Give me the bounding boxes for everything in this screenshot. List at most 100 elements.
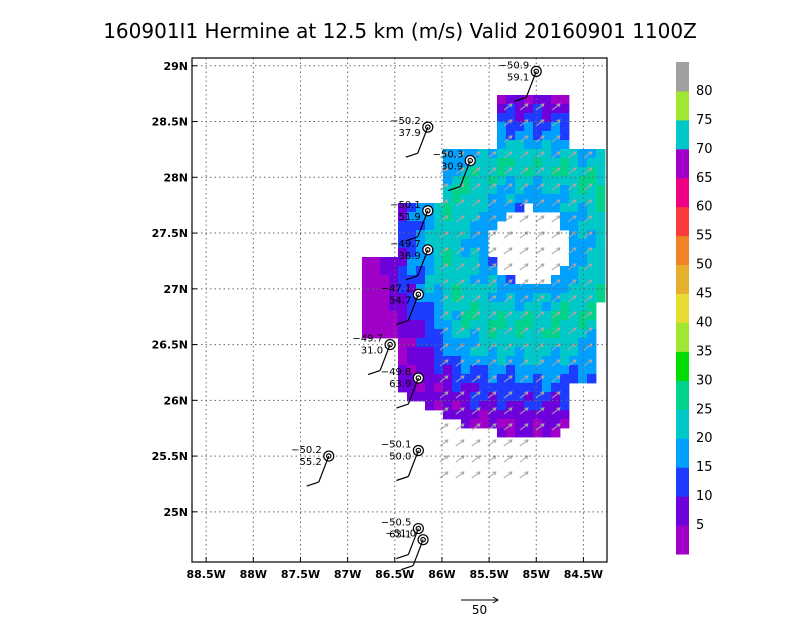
wind-vector: [567, 311, 577, 319]
wind-vector: [439, 151, 449, 159]
wind-vector-head: [476, 167, 481, 172]
field-cell: [506, 347, 516, 357]
field-cell: [515, 374, 525, 384]
field-cell: [578, 257, 588, 267]
field-cell: [488, 419, 498, 429]
field-cell: [542, 419, 552, 429]
wind-vector: [471, 455, 481, 463]
wind-vector: [455, 311, 465, 319]
wind-vector-head: [476, 263, 481, 268]
field-cell: [578, 266, 588, 276]
field-cell: [542, 194, 552, 204]
field-cell: [371, 257, 381, 267]
wind-vector-head: [556, 263, 561, 268]
field-cell: [569, 311, 579, 321]
wind-vector: [551, 231, 561, 239]
wind-vector: [535, 295, 545, 303]
field-cell: [416, 203, 426, 213]
field-cell: [452, 302, 462, 312]
wind-vector-head: [476, 199, 481, 204]
field-cell: [560, 284, 570, 294]
wind-vector: [503, 103, 513, 111]
dropsonde-speed: 31.0: [361, 346, 383, 357]
wind-vector-head: [460, 311, 465, 316]
wind-vector-head: [508, 359, 513, 364]
field-cell: [461, 374, 471, 384]
field-cell: [560, 392, 570, 402]
wind-vector-head: [492, 295, 497, 300]
field-cell: [407, 275, 417, 285]
wind-vector-head: [492, 263, 497, 268]
wind-vector: [519, 471, 529, 479]
wind-vector-head: [540, 343, 545, 348]
field-cell: [425, 239, 435, 249]
field-cell: [443, 365, 453, 375]
wind-vector-head: [476, 343, 481, 348]
field-cell: [425, 383, 435, 393]
field-cell: [551, 293, 561, 303]
colorbar-segment: [676, 467, 689, 497]
dropsonde-speed: 54.7: [389, 295, 411, 306]
field-cell: [533, 338, 543, 348]
wind-vector-head: [460, 391, 465, 396]
field-cell: [407, 311, 417, 321]
field-cell: [380, 275, 390, 285]
wind-vector: [583, 183, 593, 191]
field-cell: [497, 374, 507, 384]
wind-vector: [471, 391, 481, 399]
field-cell: [551, 320, 561, 330]
wind-vector: [519, 375, 529, 383]
wind-vector-head: [508, 247, 513, 252]
field-cell: [488, 284, 498, 294]
wind-vector-head: [524, 279, 529, 284]
field-cell: [398, 284, 408, 294]
field-cell: [596, 248, 606, 258]
field-cell: [452, 194, 462, 204]
field-cell: [479, 356, 489, 366]
field-cell: [479, 392, 489, 402]
wind-vector: [551, 183, 561, 191]
field-cell: [416, 257, 426, 267]
wind-vector: [583, 215, 593, 223]
field-cell: [416, 392, 426, 402]
wind-vector-head: [508, 135, 513, 140]
wind-vector: [535, 135, 545, 143]
field-cell: [515, 194, 525, 204]
colorbar-label: 25: [696, 402, 713, 417]
field-cell: [515, 176, 525, 186]
wind-vector: [471, 375, 481, 383]
field-cell: [542, 293, 552, 303]
field-cell: [443, 383, 453, 393]
field-cell: [542, 410, 552, 420]
field-cell: [425, 275, 435, 285]
field-cell: [470, 383, 480, 393]
field-cell: [470, 293, 480, 303]
field-cell: [560, 419, 570, 429]
field-cell: [470, 194, 480, 204]
wind-vector-head: [460, 343, 465, 348]
wind-vector: [551, 103, 561, 111]
field-cell: [479, 185, 489, 195]
dropsonde-marker: −50.959.1: [499, 60, 542, 102]
field-cell: [515, 203, 525, 213]
x-tick-label: 87.5W: [281, 568, 320, 581]
field-cell: [542, 95, 552, 105]
wind-vector: [535, 103, 545, 111]
colorbar-segment: [676, 525, 689, 555]
wind-vector-head: [556, 183, 561, 188]
wind-vector: [551, 343, 561, 351]
wind-vector: [551, 135, 561, 143]
field-cell: [488, 302, 498, 312]
wind-vector: [583, 327, 593, 335]
field-cell: [497, 185, 507, 195]
wind-vector-head: [556, 231, 561, 236]
y-tick-label: 25N: [163, 506, 188, 519]
dropsonde-center: [415, 525, 422, 532]
wind-vector: [455, 359, 465, 367]
field-cell: [524, 176, 534, 186]
wind-vector: [519, 167, 529, 175]
colorbar-segment: [676, 90, 689, 121]
wind-vector-head: [492, 279, 497, 284]
wind-vector-head: [492, 327, 497, 332]
field-cell: [542, 104, 552, 114]
